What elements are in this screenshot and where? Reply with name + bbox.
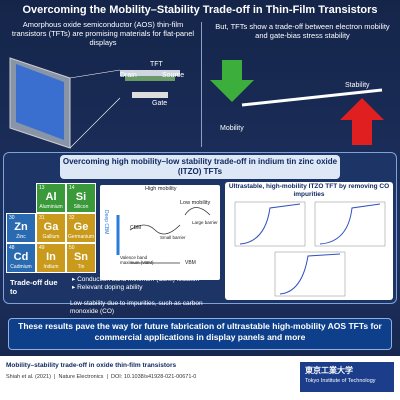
band-diagram bbox=[100, 185, 220, 280]
logo-box bbox=[300, 362, 394, 392]
tradeoff-illustration bbox=[210, 60, 384, 145]
element-symbol: Zn bbox=[14, 221, 28, 233]
footer-meta: Shiah et al. (2021) | Nature Electronics… bbox=[6, 374, 197, 380]
drain-label: Drain bbox=[120, 72, 137, 79]
middle-title: Overcoming high mobility–low stability t… bbox=[60, 155, 340, 179]
bullet: ▸ Conduction band minimum (CBM) location bbox=[72, 276, 200, 283]
gate-label: Gate bbox=[152, 100, 168, 107]
element-number: 50 bbox=[69, 245, 75, 251]
bullet-text: Conduction band minimum (CBM) location bbox=[77, 276, 200, 283]
banner-box bbox=[8, 318, 392, 350]
journal: Nature Electronics bbox=[58, 374, 104, 380]
footer-title: Mobility–stability trade-off in oxide th… bbox=[6, 362, 177, 369]
element-symbol: Ga bbox=[43, 221, 59, 233]
element-cell: 50 Sn Tin bbox=[66, 243, 96, 273]
element-number: 31 bbox=[39, 215, 45, 221]
element-name: Zinc bbox=[16, 234, 26, 240]
element-symbol: Cd bbox=[13, 251, 29, 263]
element-name: Indium bbox=[43, 264, 59, 270]
authors: Shiah et al. (2021) bbox=[6, 374, 51, 380]
result-plots bbox=[234, 201, 386, 297]
banner: These results pave the way for future fa… bbox=[18, 321, 382, 342]
impurity-text: Low stability due to impurities, such as… bbox=[70, 300, 203, 315]
bullet: ▸ Relevant doping ability bbox=[72, 284, 143, 291]
element-number: 14 bbox=[69, 185, 75, 191]
high-label: High mobility bbox=[145, 186, 177, 192]
element-number: 49 bbox=[39, 245, 45, 251]
bullet-text: Relevant doping ability bbox=[77, 284, 143, 291]
tradeoff-label: Trade-off due to bbox=[10, 278, 58, 296]
low-label: Low mobility bbox=[180, 200, 211, 206]
element-symbol: Si bbox=[75, 191, 87, 203]
element-cell: 32 Ge Germanium bbox=[66, 213, 96, 243]
element-name: Germanium bbox=[67, 234, 95, 240]
element-symbol: In bbox=[46, 251, 56, 263]
element-name: Cadmium bbox=[10, 264, 32, 270]
title: Overcoming the Mobility–Stability Trade-… bbox=[22, 4, 378, 16]
element-cell: 14 Si Silicon bbox=[66, 183, 96, 213]
right-text: But, TFTs show a trade-off between elect… bbox=[215, 22, 390, 40]
element-number: 32 bbox=[69, 215, 75, 221]
small-label: Small barrier bbox=[160, 235, 186, 240]
element-symbol: Sn bbox=[73, 251, 89, 263]
left-text: Amorphous oxide semiconductor (AOS) thin… bbox=[11, 20, 195, 47]
results-box bbox=[225, 182, 393, 300]
element-name: Gallium bbox=[42, 234, 60, 240]
stability-label: Stability bbox=[345, 82, 370, 89]
deep-label: Deep CBM bbox=[103, 210, 109, 235]
element-number: 48 bbox=[9, 245, 15, 251]
element-symbol: Al bbox=[45, 191, 57, 203]
element-number: 13 bbox=[39, 185, 45, 191]
mobility-label: Mobility bbox=[220, 125, 244, 132]
bullets: ▸ Conduction band minimum (CBM) location… bbox=[72, 276, 222, 292]
element-name: Tin bbox=[77, 264, 85, 270]
institute-jp: 東京工業大学 bbox=[305, 366, 353, 375]
tft-label: TFT bbox=[150, 61, 163, 68]
element-name: Silicon bbox=[73, 204, 89, 210]
tft-illustration bbox=[9, 57, 180, 149]
source-label: Source bbox=[162, 72, 185, 79]
cbm-label: CBM bbox=[130, 225, 142, 231]
result-title: Ultrastable, high-mobility ITZO TFT by r… bbox=[228, 183, 390, 198]
element-cell: 30 Zn Zinc bbox=[6, 213, 36, 243]
element-cell: 31 Ga Gallium bbox=[36, 213, 66, 243]
institute-en: Tokyo Institute of Technology bbox=[305, 378, 376, 384]
element-name: Aluminium bbox=[39, 204, 63, 210]
element-number: 30 bbox=[9, 215, 15, 221]
element-cell: 49 In Indium bbox=[36, 243, 66, 273]
element-symbol: Ge bbox=[73, 221, 89, 233]
doi: DOI: 10.1038/s41928-021-00671-0 bbox=[110, 374, 197, 380]
element-cell: 13 Al Aluminium bbox=[36, 183, 66, 213]
divider bbox=[201, 22, 202, 147]
vbm-full-label: Valence band maximum (VBM) bbox=[120, 255, 154, 265]
element-cell: 48 Cd Cadmium bbox=[6, 243, 36, 273]
large-label: Large barrier bbox=[192, 220, 218, 225]
vbm-label: VBM bbox=[185, 260, 196, 266]
